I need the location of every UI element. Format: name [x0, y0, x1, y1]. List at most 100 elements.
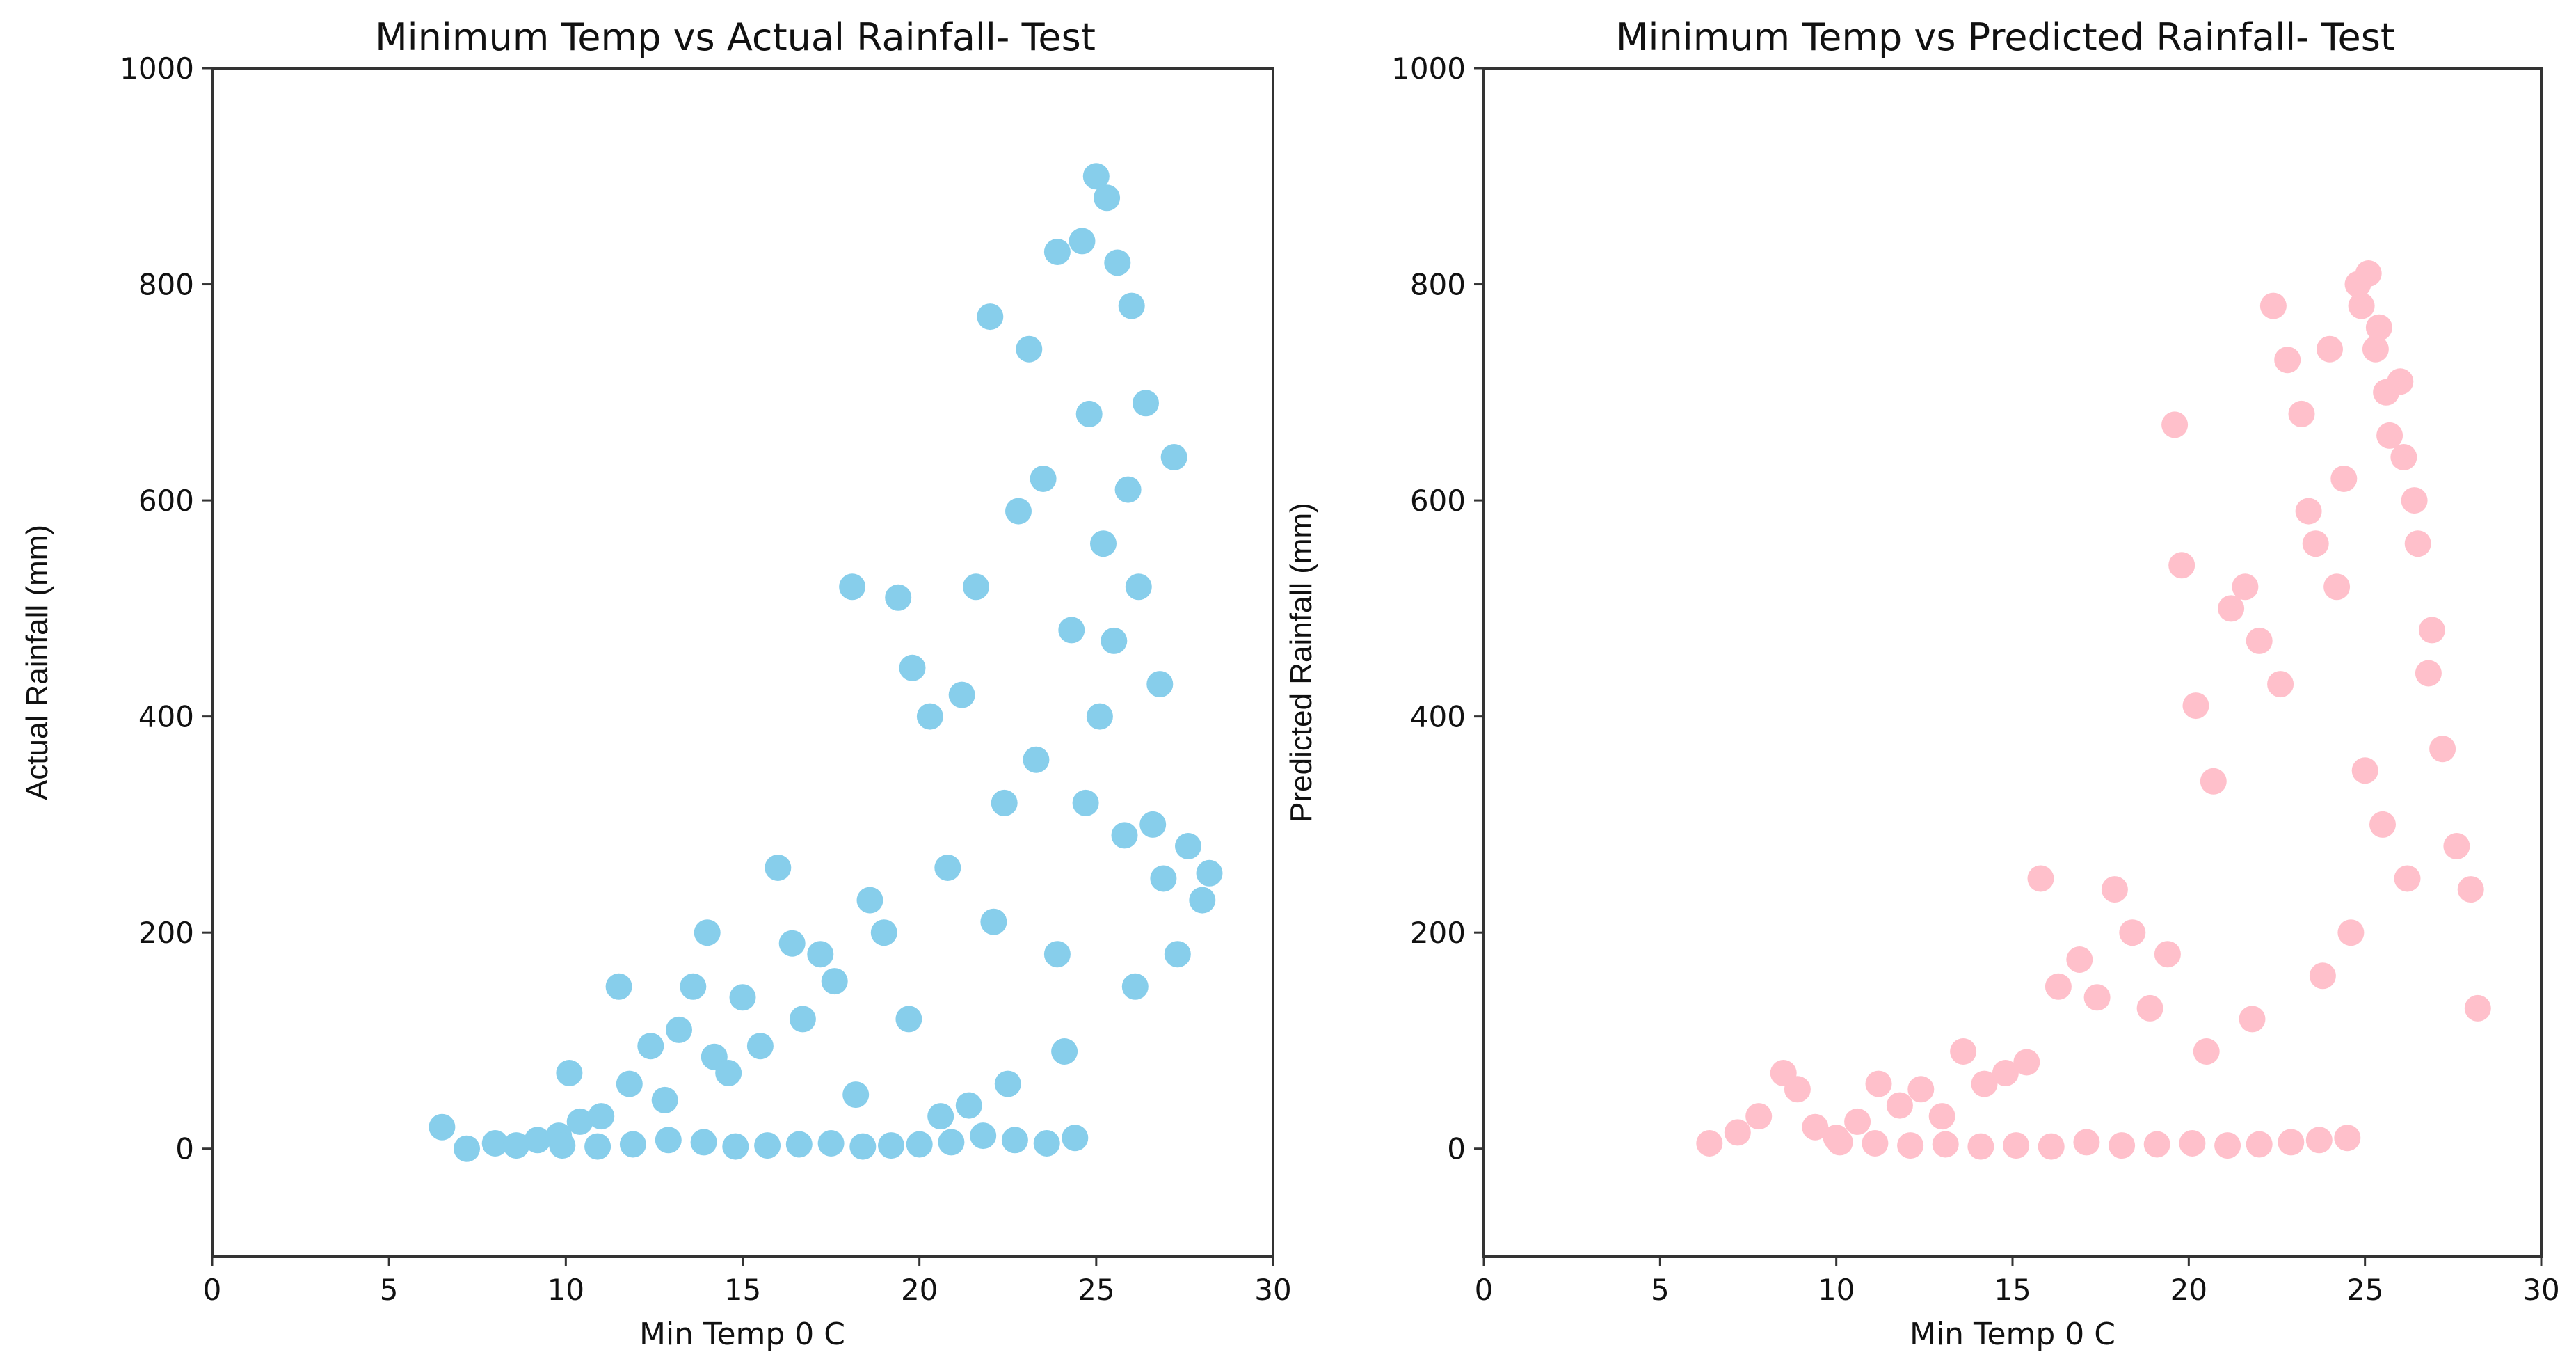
data-point: [2027, 865, 2054, 892]
data-point: [2309, 962, 2336, 990]
data-point: [878, 1132, 904, 1159]
data-point: [2464, 994, 2491, 1022]
data-point: [1802, 1113, 1829, 1141]
data-point: [616, 1070, 643, 1097]
data-point: [666, 1016, 692, 1043]
data-point: [1016, 335, 1043, 363]
data-point: [821, 968, 848, 995]
data-point: [1139, 811, 1167, 838]
data-point: [2302, 530, 2329, 557]
data-point: [778, 930, 806, 957]
x-tick-label: 0: [203, 1273, 222, 1307]
data-point: [906, 1131, 933, 1158]
data-point: [2355, 260, 2382, 287]
data-point: [588, 1103, 615, 1130]
data-point: [2394, 865, 2421, 892]
data-point: [955, 1092, 982, 1119]
data-point: [2369, 811, 2396, 838]
data-point: [1196, 859, 1223, 887]
data-point: [938, 1129, 965, 1156]
right-panel: Minimum Temp vs Predicted Rainfall- Test…: [1284, 15, 2560, 1352]
data-point: [584, 1133, 611, 1160]
data-point: [429, 1113, 456, 1141]
y-tick-label: 400: [138, 700, 194, 734]
data-point: [2200, 768, 2227, 795]
data-point: [2143, 1131, 2170, 1158]
data-point: [2348, 292, 2375, 319]
data-point: [2376, 422, 2403, 449]
left-panel: Minimum Temp vs Actual Rainfall- Test 0 5…: [20, 15, 1292, 1352]
data-point: [1862, 1130, 1889, 1157]
left-x-ticks: 0 5 10 15 20 25 30: [203, 1257, 1292, 1307]
data-point: [2003, 1132, 2030, 1159]
data-point: [655, 1127, 682, 1154]
x-tick-label: 30: [2522, 1273, 2559, 1307]
data-point: [1094, 184, 1121, 212]
data-point: [549, 1132, 576, 1159]
data-point: [524, 1127, 551, 1154]
data-point: [839, 573, 866, 601]
x-tick-label: 10: [1818, 1273, 1855, 1307]
y-tick-label: 800: [1410, 268, 1466, 302]
data-point: [715, 1060, 742, 1086]
left-y-ticks: 0 200 400 600 800 1000: [120, 51, 212, 1166]
data-point: [2295, 498, 2322, 525]
data-point: [2443, 833, 2470, 859]
data-point: [899, 654, 926, 681]
data-point: [2083, 984, 2111, 1011]
data-point: [1189, 887, 1216, 914]
data-point: [963, 573, 989, 601]
x-tick-label: 15: [724, 1273, 761, 1307]
data-point: [2182, 692, 2209, 720]
left-y-axis-label: Actual Rainfall (mm): [20, 525, 54, 800]
data-point: [994, 1070, 1021, 1097]
data-point: [503, 1132, 530, 1159]
data-point: [2401, 487, 2428, 514]
y-tick-label: 200: [138, 916, 194, 950]
data-point: [651, 1086, 678, 1113]
data-point: [2334, 1125, 2361, 1152]
data-point: [1043, 239, 1071, 265]
data-point: [1160, 444, 1187, 470]
data-point: [1043, 941, 1071, 968]
data-point: [1062, 1125, 1089, 1152]
data-point: [2214, 1132, 2241, 1159]
data-point: [2362, 335, 2389, 363]
data-point: [2179, 1130, 2206, 1157]
data-point: [1001, 1127, 1028, 1154]
right-points: [1696, 260, 2491, 1160]
data-point: [566, 1108, 593, 1135]
data-point: [916, 703, 943, 730]
data-point: [842, 1081, 870, 1109]
data-point: [977, 303, 1004, 331]
data-point: [2246, 627, 2273, 654]
data-point: [619, 1131, 646, 1158]
data-point: [454, 1135, 480, 1162]
data-point: [1992, 1060, 2019, 1086]
data-point: [690, 1129, 717, 1156]
data-point: [1971, 1070, 1998, 1097]
data-point: [2073, 1129, 2100, 1156]
right-x-ticks: 0 5 10 15 20 25 30: [1475, 1257, 2560, 1307]
data-point: [1907, 1076, 1935, 1103]
data-point: [2278, 1129, 2305, 1156]
x-tick-label: 25: [1078, 1273, 1114, 1307]
data-point: [556, 1060, 583, 1086]
data-point: [2218, 595, 2245, 622]
data-point: [970, 1122, 997, 1150]
data-point: [849, 1133, 877, 1160]
data-point: [1844, 1108, 1871, 1135]
data-point: [1865, 1070, 1892, 1097]
x-tick-label: 5: [1651, 1273, 1670, 1307]
data-point: [2168, 552, 2195, 579]
left-x-axis-label: Min Temp 0 C: [639, 1317, 845, 1352]
data-point: [1897, 1132, 1924, 1159]
data-point: [1133, 390, 1159, 417]
data-point: [856, 887, 883, 914]
data-point: [2457, 876, 2484, 903]
y-tick-label: 400: [1410, 700, 1466, 734]
data-point: [2136, 994, 2163, 1022]
data-point: [2330, 466, 2358, 492]
x-tick-label: 20: [901, 1273, 938, 1307]
